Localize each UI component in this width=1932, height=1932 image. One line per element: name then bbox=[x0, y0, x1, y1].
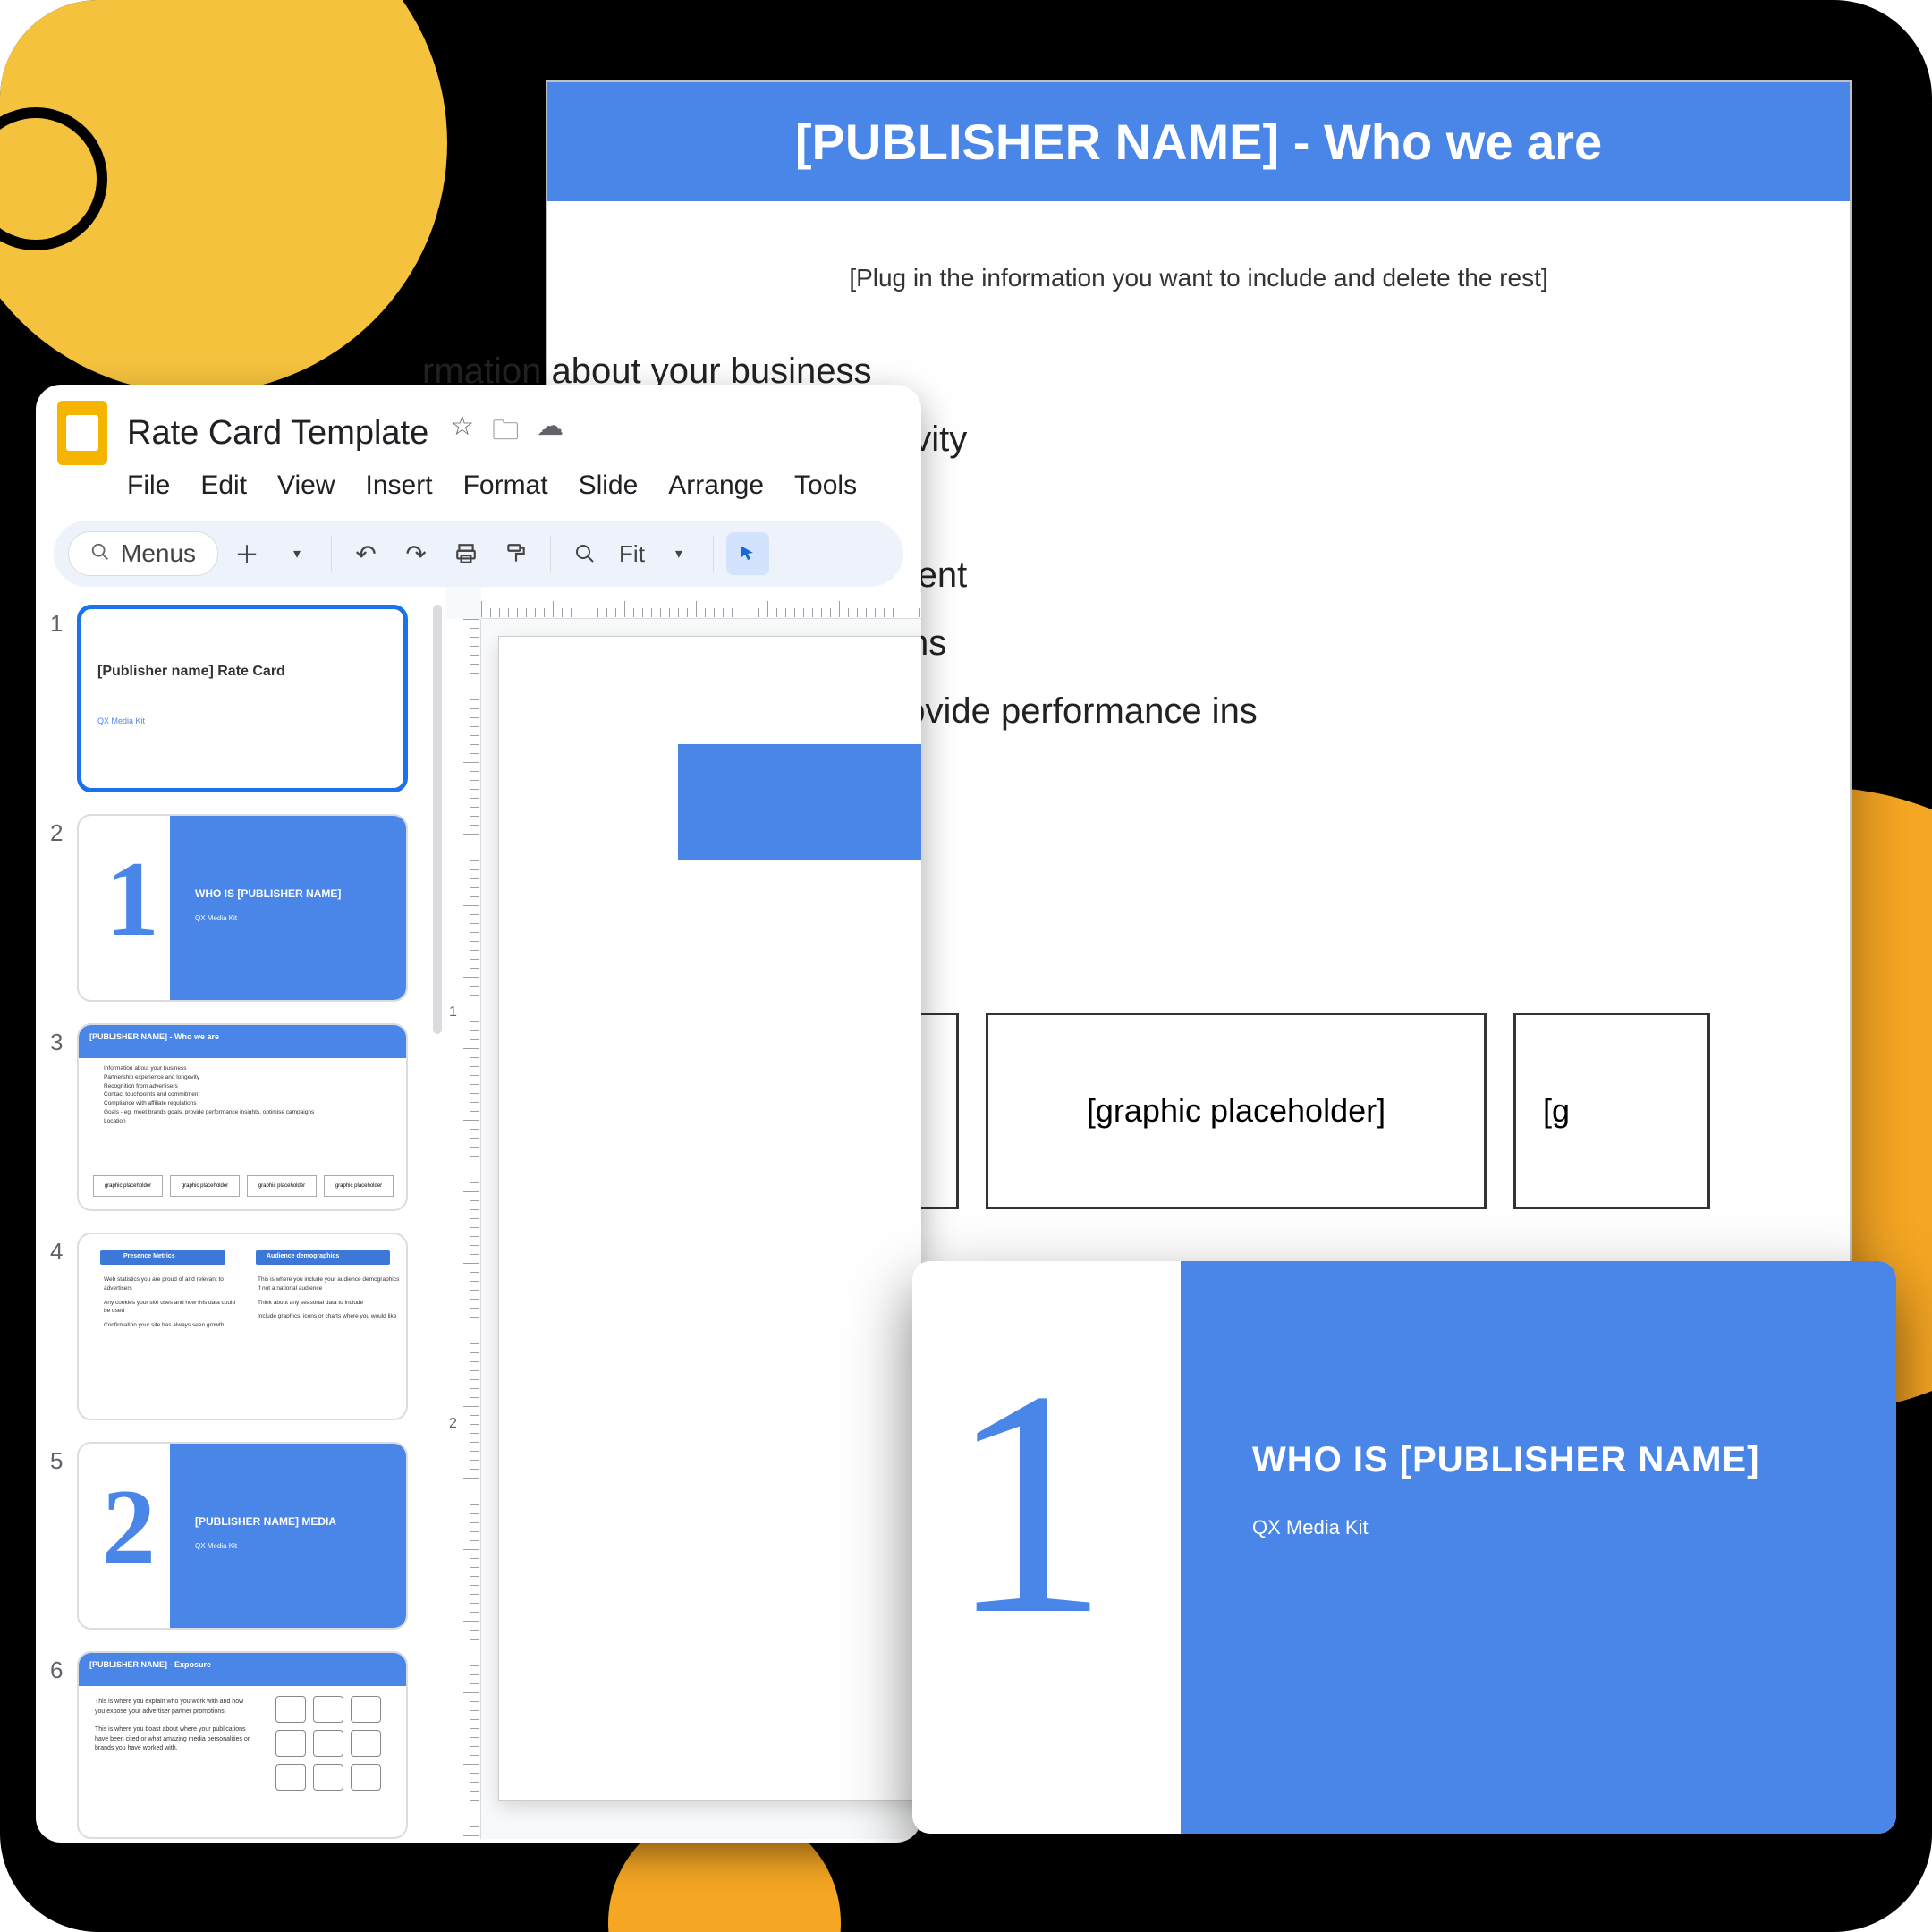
menu-format[interactable]: Format bbox=[463, 470, 548, 501]
zoom-tool-icon[interactable] bbox=[564, 532, 606, 575]
back-slide-title: [PUBLISHER NAME] - Who we are bbox=[547, 82, 1850, 201]
thumb-bullet: Contact touchpoints and commitment bbox=[104, 1090, 390, 1099]
undo-button[interactable]: ↶ bbox=[344, 532, 387, 575]
thumb-bullet: Goals - eg. meet brands goals, provide p… bbox=[104, 1108, 390, 1117]
slide-thumbnail-4[interactable]: Presence Metrics Audience demographics W… bbox=[77, 1233, 408, 1420]
thumb-bullet: Web statistics you are proud of and rele… bbox=[104, 1275, 238, 1293]
thumb-index: 5 bbox=[50, 1442, 77, 1475]
editing-slide[interactable] bbox=[499, 637, 921, 1800]
composition-stage: [PUBLISHER NAME] - Who we are [Plug in t… bbox=[0, 0, 1932, 1932]
paint-format-button[interactable] bbox=[495, 532, 538, 575]
thumb-text: WHO IS [PUBLISHER NAME] bbox=[195, 887, 341, 902]
thumb-text: This is where you boast about where your… bbox=[95, 1725, 251, 1754]
thumb-bullet: Include graphics, icons or charts where … bbox=[258, 1312, 401, 1321]
thumb-index: 6 bbox=[50, 1651, 77, 1684]
new-slide-button[interactable]: ＋ bbox=[225, 532, 268, 575]
thumb-bullet: Partnership experience and longevity bbox=[104, 1073, 390, 1082]
graphic-placeholder: [graphic placeholder] bbox=[986, 1013, 1487, 1209]
thumb-bullet: Any cookies your site uses and how this … bbox=[104, 1299, 238, 1317]
select-tool-icon[interactable] bbox=[726, 532, 769, 575]
thumb-text: QX Media Kit bbox=[195, 914, 237, 923]
cloud-saved-icon: ☁ bbox=[537, 411, 564, 456]
section-heading: WHO IS [PUBLISHER NAME] bbox=[1252, 1440, 1843, 1480]
menu-insert[interactable]: Insert bbox=[366, 470, 433, 501]
thumb-bullet: Information about your business bbox=[104, 1064, 390, 1073]
slide-thumbnail-2[interactable]: 1 WHO IS [PUBLISHER NAME] QX Media Kit bbox=[77, 814, 408, 1002]
section-subheading: QX Media Kit bbox=[1252, 1516, 1843, 1539]
thumb-box: graphic placeholder bbox=[324, 1175, 394, 1197]
slide-thumbnail-6[interactable]: [PUBLISHER NAME] - Exposure This is wher… bbox=[77, 1651, 408, 1839]
thumb-text: [PUBLISHER NAME] MEDIA bbox=[195, 1515, 336, 1530]
thumb-index: 4 bbox=[50, 1233, 77, 1266]
thumb-index: 1 bbox=[50, 605, 77, 638]
slide-canvas-area[interactable]: 1 1 2 bbox=[445, 587, 921, 1839]
thumb-text: QX Media Kit bbox=[97, 716, 145, 727]
thumb-text: This is where you explain who you work w… bbox=[95, 1698, 251, 1716]
thumb-box: graphic placeholder bbox=[93, 1175, 163, 1197]
foreground-slide-section-1: 1 WHO IS [PUBLISHER NAME] QX Media Kit bbox=[912, 1261, 1896, 1834]
menu-edit[interactable]: Edit bbox=[200, 470, 247, 501]
thumb-number: 2 bbox=[102, 1465, 156, 1589]
menu-arrange[interactable]: Arrange bbox=[668, 470, 764, 501]
zoom-level[interactable]: Fit bbox=[614, 540, 650, 568]
horizontal-ruler: 1 bbox=[481, 587, 921, 619]
thumb-bullet: Location bbox=[104, 1117, 390, 1126]
new-slide-dropdown-icon[interactable]: ▾ bbox=[275, 532, 318, 575]
thumb-bullet: Recognition from advertisers bbox=[104, 1082, 390, 1091]
ruler-label: 1 bbox=[449, 1004, 457, 1021]
search-icon bbox=[90, 539, 110, 568]
thumb-index: 2 bbox=[50, 814, 77, 847]
thumb-text: [Publisher name] Rate Card bbox=[97, 663, 285, 682]
menu-file[interactable]: File bbox=[127, 470, 170, 501]
print-button[interactable] bbox=[445, 532, 487, 575]
gs-header: Rate Card Template ☆ 🗀 ☁ bbox=[36, 385, 921, 469]
slide-thumbnail-3[interactable]: [PUBLISHER NAME] - Who we are Informatio… bbox=[77, 1023, 408, 1211]
gs-menubar: File Edit View Insert Format Slide Arran… bbox=[36, 469, 921, 513]
ruler-label: 2 bbox=[449, 1416, 457, 1432]
gs-toolbar: Menus ＋ ▾ ↶ ↷ Fit ▾ bbox=[54, 521, 903, 587]
vertical-ruler: 1 2 bbox=[445, 619, 481, 1839]
search-menus-label: Menus bbox=[121, 539, 196, 568]
slide-blue-block bbox=[678, 744, 921, 860]
thumb-text: [PUBLISHER NAME] - Exposure bbox=[89, 1660, 211, 1671]
thumb-bullet: This is where you include your audience … bbox=[258, 1275, 401, 1293]
thumb-bullet: Compliance with affiliate regulations bbox=[104, 1099, 390, 1108]
slide-thumbnail-1[interactable]: [Publisher name] Rate Card QX Media Kit bbox=[77, 605, 408, 792]
menu-slide[interactable]: Slide bbox=[579, 470, 639, 501]
thumb-box: graphic placeholder bbox=[170, 1175, 240, 1197]
thumb-text: [PUBLISHER NAME] - Who we are bbox=[89, 1032, 219, 1043]
thumb-index: 3 bbox=[50, 1023, 77, 1056]
section-number: 1 bbox=[948, 1342, 1109, 1664]
thumb-bullet: Confirmation your site has always seen g… bbox=[104, 1321, 238, 1330]
thumbnails-scrollbar[interactable] bbox=[429, 587, 445, 1839]
redo-button[interactable]: ↷ bbox=[394, 532, 437, 575]
document-title[interactable]: Rate Card Template bbox=[127, 414, 428, 453]
search-menus[interactable]: Menus bbox=[68, 531, 218, 576]
thumb-text: QX Media Kit bbox=[195, 1542, 237, 1551]
star-icon[interactable]: ☆ bbox=[450, 411, 474, 456]
thumb-number: 1 bbox=[106, 837, 159, 961]
slide-thumbnail-5[interactable]: 2 [PUBLISHER NAME] MEDIA QX Media Kit bbox=[77, 1442, 408, 1630]
back-slide-subtitle: [Plug in the information you want to inc… bbox=[547, 264, 1850, 292]
menu-tools[interactable]: Tools bbox=[794, 470, 857, 501]
graphic-placeholder: [g bbox=[1513, 1013, 1710, 1209]
thumb-box: graphic placeholder bbox=[247, 1175, 317, 1197]
menu-view[interactable]: View bbox=[277, 470, 335, 501]
thumb-bullet: Think about any seasonal data to include bbox=[258, 1299, 401, 1308]
thumb-text: Audience demographics bbox=[267, 1252, 339, 1260]
thumb-text: Presence Metrics bbox=[123, 1252, 175, 1260]
move-to-folder-icon[interactable]: 🗀 bbox=[492, 411, 519, 456]
slide-thumbnail-panel: 1 [Publisher name] Rate Card QX Media Ki… bbox=[36, 587, 429, 1839]
google-slides-logo-icon[interactable] bbox=[57, 401, 107, 465]
google-slides-window: Rate Card Template ☆ 🗀 ☁ File Edit View … bbox=[36, 385, 921, 1843]
zoom-dropdown-icon[interactable]: ▾ bbox=[657, 532, 700, 575]
gs-body: 1 [Publisher name] Rate Card QX Media Ki… bbox=[36, 587, 921, 1839]
